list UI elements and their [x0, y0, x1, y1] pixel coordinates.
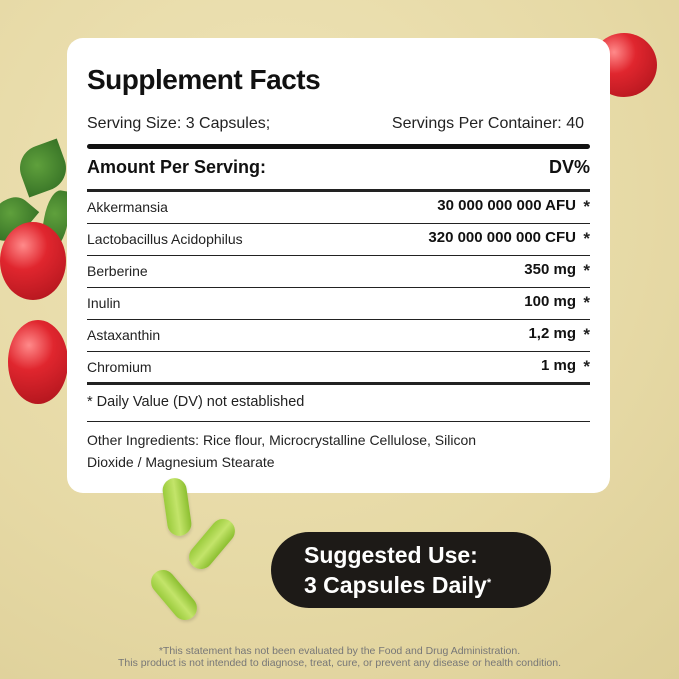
ingredient-row: Inulin 100 mg * — [87, 287, 590, 319]
divider — [87, 223, 590, 224]
divider — [87, 421, 590, 422]
divider — [87, 255, 590, 256]
ingredient-amount: 1 mg — [540, 357, 576, 374]
cranberry-decoration — [8, 320, 68, 404]
dv-header: DV% — [548, 157, 590, 177]
ingredient-row: Astaxanthin 1,2 mg * — [87, 319, 590, 351]
amount-header: Amount Per Serving: — [87, 157, 267, 177]
cranberry-decoration — [0, 222, 66, 300]
ingredient-row: Lactobacillus Acidophilus 320 000 000 000… — [87, 223, 590, 255]
ingredient-row: Chromium 1 mg * — [87, 351, 590, 383]
other-ingredients: Other Ingredients: Rice flour, Microcrys… — [87, 432, 477, 470]
ingredient-name: Akkermansia — [87, 199, 168, 215]
ingredient-dv: * — [583, 293, 590, 312]
suggested-use-badge: Suggested Use: 3 Capsules Daily* — [271, 532, 551, 608]
ingredient-name: Astaxanthin — [87, 327, 161, 343]
divider — [87, 382, 590, 385]
ingredient-dv: * — [583, 357, 590, 376]
ingredient-dv: * — [583, 197, 590, 216]
suggested-use-line2: 3 Capsules Daily — [304, 572, 487, 598]
ingredient-dv: * — [583, 325, 590, 344]
table-header: Amount Per Serving: DV% — [87, 157, 590, 178]
disclaimer: *This statement has not been evaluated b… — [0, 645, 679, 669]
supplement-facts-card: Supplement Facts Serving Size: 3 Capsule… — [67, 38, 610, 493]
serving-size: Serving Size: 3 Capsules; — [87, 115, 271, 132]
ingredient-amount: 1,2 mg — [528, 325, 576, 342]
ingredient-amount: 320 000 000 000 CFU — [428, 229, 576, 246]
suggested-use-line1: Suggested Use: — [304, 542, 478, 568]
disclaimer-line1: *This statement has not been evaluated b… — [158, 645, 521, 657]
ingredient-name: Inulin — [87, 295, 121, 311]
ingredient-name: Berberine — [87, 263, 148, 279]
disclaimer-line2: This product is not intended to diagnose… — [117, 657, 562, 669]
ingredient-row: Akkermansia 30 000 000 000 AFU * — [87, 191, 590, 223]
serving-info: Serving Size: 3 Capsules; Servings Per C… — [87, 115, 584, 133]
ingredient-amount: 100 mg — [524, 293, 576, 310]
ingredient-amount: 30 000 000 000 AFU — [437, 197, 576, 214]
servings-per-container: Servings Per Container: 40 — [391, 115, 584, 132]
ingredient-name: Chromium — [87, 359, 152, 375]
asterisk: * — [486, 577, 492, 589]
ingredient-dv: * — [583, 229, 590, 248]
divider — [87, 351, 590, 352]
ingredient-row: Berberine 350 mg * — [87, 255, 590, 287]
divider — [87, 189, 590, 192]
ingredient-amount: 350 mg — [524, 261, 576, 278]
divider — [87, 287, 590, 288]
ingredient-dv: * — [583, 261, 590, 280]
divider — [87, 319, 590, 320]
title: Supplement Facts — [87, 64, 321, 95]
ingredient-name: Lactobacillus Acidophilus — [87, 231, 243, 247]
dv-note: * Daily Value (DV) not established — [87, 394, 305, 410]
thick-divider — [87, 144, 590, 149]
